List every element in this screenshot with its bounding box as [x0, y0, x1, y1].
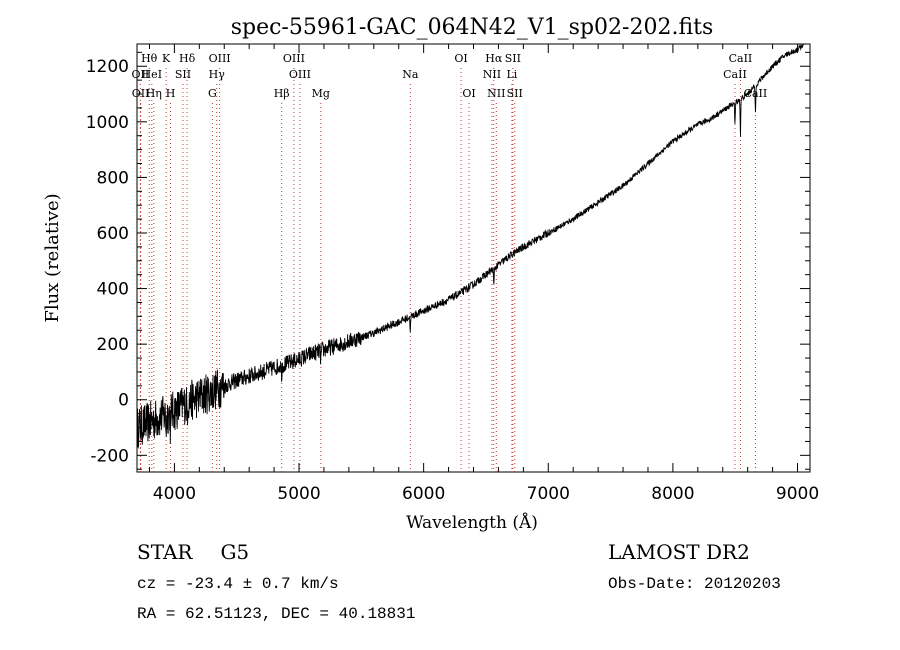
redshift-text: cz = -23.4 ± 0.7 km/s	[137, 575, 339, 593]
x-tick-label: 6000	[402, 484, 445, 504]
line-label: Hη	[146, 87, 162, 100]
y-tick-label: 400	[97, 280, 129, 300]
line-label: HeI	[142, 68, 162, 81]
object-class: STAR G5	[137, 540, 249, 564]
spectrum-line	[136, 43, 804, 449]
line-label: Hδ	[179, 52, 196, 65]
x-tick-label: 8000	[651, 484, 694, 504]
axes: 4000 5000 6000 7000 8000 9000 -200 0 200 400 600 80…	[86, 44, 819, 504]
line-label: OII	[132, 87, 150, 100]
line-label: Li	[506, 68, 517, 81]
line-label: G	[208, 87, 217, 100]
line-label: OI	[462, 87, 475, 100]
x-tick-label: 9000	[776, 484, 819, 504]
line-label: NII	[483, 68, 501, 81]
line-label: OI	[454, 52, 467, 65]
survey-label: LAMOST DR2	[608, 540, 750, 564]
y-tick-label: 600	[97, 224, 129, 244]
x-tick-label: 4000	[153, 484, 196, 504]
line-label: OIII	[283, 52, 305, 65]
line-label: Hθ	[141, 52, 158, 65]
line-label: H	[166, 87, 176, 100]
coordinates: RA = 62.51123, DEC = 40.18831	[137, 605, 416, 623]
obs-date: Obs-Date: 20120203	[608, 575, 781, 593]
line-label: Mg	[312, 87, 330, 100]
line-label: OIII	[289, 68, 311, 81]
x-axis-label: Wavelength (Å)	[406, 512, 538, 533]
line-label: OIII	[209, 52, 231, 65]
object-class-value: STAR	[137, 540, 193, 564]
y-tick-label: 1200	[86, 57, 129, 77]
x-tick-label: 5000	[277, 484, 320, 504]
line-label: SII	[507, 87, 523, 100]
line-label: Hβ	[274, 87, 290, 100]
y-tick-label: 1000	[86, 113, 129, 133]
line-label: Na	[402, 68, 419, 81]
chart-title: spec-55961-GAC_064N42_V1_sp02-202.fits	[231, 15, 714, 40]
y-tick-label: -200	[90, 446, 129, 466]
x-tick-label: 7000	[527, 484, 570, 504]
line-label: OII	[132, 68, 150, 81]
object-subclass: G5	[220, 540, 250, 564]
y-axis-label: Flux (relative)	[42, 193, 63, 322]
y-tick-label: 200	[97, 335, 129, 355]
line-label: Hα	[485, 52, 503, 65]
line-label: Hγ	[209, 68, 226, 81]
y-tick-label: 0	[118, 391, 129, 411]
y-tick-label: 800	[97, 168, 129, 188]
line-label: SII	[175, 68, 191, 81]
line-label: SII	[505, 52, 521, 65]
plot-frame	[136, 43, 811, 473]
line-label: NII	[487, 87, 505, 100]
line-label: CaII	[723, 68, 747, 81]
line-label: K	[162, 52, 171, 65]
line-label: CaII	[729, 52, 753, 65]
